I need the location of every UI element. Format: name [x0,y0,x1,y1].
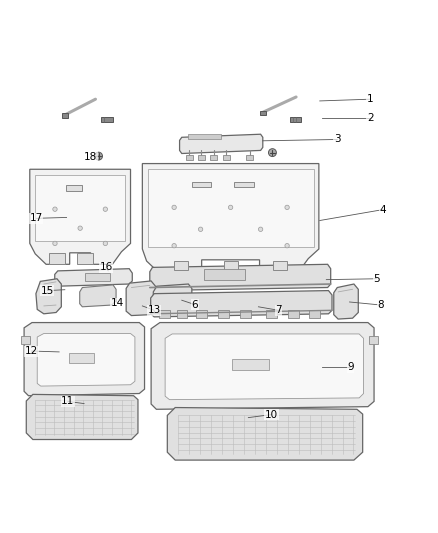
Polygon shape [80,285,116,307]
Bar [309,310,320,318]
Circle shape [172,244,177,248]
Text: 15: 15 [41,286,54,296]
Polygon shape [55,269,132,286]
Bar [290,117,301,123]
Bar [234,182,254,187]
Text: 6: 6 [191,300,198,310]
Circle shape [172,205,177,209]
Circle shape [258,227,263,231]
Text: 14: 14 [111,298,124,308]
Text: 2: 2 [367,114,374,124]
Bar [21,336,30,344]
Text: 5: 5 [373,274,380,284]
Bar [260,110,266,115]
Circle shape [78,226,82,230]
Circle shape [103,207,107,212]
Bar [273,261,287,270]
Polygon shape [37,334,135,386]
Bar [223,261,237,270]
Polygon shape [180,134,263,154]
Polygon shape [167,408,363,460]
Text: 16: 16 [99,262,113,272]
Text: 8: 8 [378,300,385,310]
Bar [174,261,188,270]
Polygon shape [126,281,155,316]
Bar [266,310,277,318]
Bar [240,310,251,318]
Circle shape [103,241,107,246]
Polygon shape [334,284,358,319]
Circle shape [285,244,289,248]
Text: 11: 11 [61,397,74,406]
Circle shape [53,207,57,212]
Bar [186,155,193,159]
Bar [369,336,378,344]
Text: 10: 10 [265,409,278,419]
Circle shape [268,149,276,157]
Polygon shape [26,394,138,440]
Polygon shape [142,164,319,273]
Bar [288,310,299,318]
Text: 4: 4 [380,205,387,215]
Circle shape [285,205,289,209]
Polygon shape [151,322,374,409]
Bar [62,113,68,118]
Bar [69,353,94,364]
Bar [77,253,93,264]
Bar [66,185,82,191]
Text: 18: 18 [84,152,97,162]
Text: 9: 9 [347,362,354,372]
Polygon shape [24,322,145,395]
Polygon shape [30,169,131,264]
Circle shape [198,227,203,231]
Bar [232,359,269,370]
Bar [177,310,187,318]
Polygon shape [35,174,125,241]
Bar [188,134,221,140]
Bar [85,273,110,280]
Polygon shape [150,264,331,290]
Polygon shape [148,169,314,247]
Text: 1: 1 [367,94,374,104]
Text: 13: 13 [148,305,161,316]
Circle shape [229,205,233,209]
Text: 7: 7 [275,305,282,316]
Bar [159,310,170,318]
Circle shape [95,152,102,160]
Bar [101,117,113,123]
Bar [204,269,245,280]
Bar [192,182,211,187]
Polygon shape [151,290,332,317]
Bar [196,310,207,318]
Bar [198,155,205,159]
Bar [49,253,65,264]
Bar [246,155,253,159]
Text: 3: 3 [334,134,341,144]
Text: 17: 17 [30,213,43,223]
Polygon shape [153,284,192,316]
Bar [218,310,229,318]
Text: 12: 12 [25,346,38,356]
Polygon shape [36,279,61,314]
Bar [210,155,217,159]
Bar [223,155,230,159]
Polygon shape [165,334,364,400]
Circle shape [53,241,57,246]
